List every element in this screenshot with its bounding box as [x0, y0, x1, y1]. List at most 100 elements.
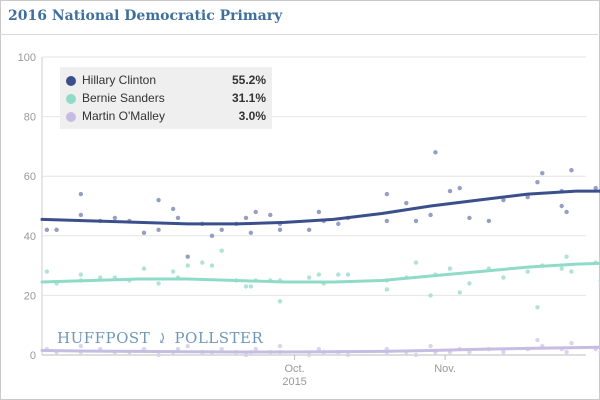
- poll-point: [219, 227, 224, 233]
- poll-point: [467, 215, 472, 221]
- poll-point: [248, 230, 254, 236]
- poll-point: [248, 284, 254, 289]
- poll-point: [467, 281, 472, 286]
- poll-point: [253, 209, 258, 215]
- poll-point: [433, 150, 438, 155]
- poll-point: [170, 269, 176, 274]
- poll-point: [78, 212, 84, 218]
- legend-value: 55.2%: [231, 73, 266, 87]
- poll-point: [404, 200, 409, 206]
- poll-point: [501, 349, 506, 355]
- poll-point: [175, 215, 181, 221]
- poll-point: [428, 212, 433, 218]
- poll-point: [277, 299, 283, 304]
- title-divider: [0, 34, 598, 35]
- poll-point: [44, 269, 50, 274]
- poll-point: [593, 185, 598, 191]
- legend-item-clinton[interactable]: Hillary Clinton 55.2%: [66, 73, 266, 89]
- poll-point: [243, 215, 249, 221]
- legend-label: Martin O'Malley: [82, 109, 165, 123]
- poll-point: [98, 275, 103, 280]
- logo-huffpost-text: HUFFPOST: [57, 329, 151, 347]
- poll-point: [501, 275, 506, 280]
- poll-point: [306, 227, 312, 233]
- poll-point: [540, 171, 545, 176]
- poll-point: [156, 227, 161, 233]
- poll-point: [141, 230, 147, 236]
- legend-value: 3.0%: [238, 109, 266, 123]
- x-tick-sublabel: 2015: [282, 376, 306, 388]
- poll-point: [170, 206, 176, 212]
- y-tick-label: 20: [24, 290, 36, 302]
- poll-point: [525, 269, 530, 274]
- poll-point: [316, 346, 322, 352]
- poll-point: [413, 218, 419, 224]
- legend-dot-icon: [66, 94, 76, 104]
- poll-point: [564, 254, 569, 259]
- legend-dot-icon: [66, 76, 76, 86]
- legend-label: Hillary Clinton: [82, 73, 157, 87]
- legend-dot-icon: [66, 112, 76, 122]
- poll-point: [525, 194, 530, 200]
- poll-point: [306, 275, 312, 280]
- legend-item-sanders[interactable]: Bernie Sanders 31.1%: [66, 91, 266, 107]
- y-tick-label: 0: [30, 350, 36, 362]
- poll-point: [185, 263, 190, 268]
- poll-point: [336, 272, 341, 277]
- poll-point: [501, 197, 506, 203]
- poll-point: [156, 352, 161, 358]
- poll-point: [200, 260, 205, 265]
- poll-point: [413, 352, 419, 358]
- poll-point: [535, 305, 540, 310]
- huffpost-pollster-logo: HUFFPOST ⤸ POLLSTER: [57, 329, 263, 347]
- poll-point: [78, 343, 84, 349]
- poll-point: [559, 266, 564, 271]
- poll-point: [447, 266, 453, 271]
- y-tick-label: 40: [24, 231, 36, 243]
- poll-point: [384, 287, 390, 292]
- trend-line: [40, 261, 600, 284]
- poll-point: [413, 260, 419, 265]
- poll-point: [316, 272, 322, 277]
- poll-point: [447, 188, 453, 194]
- y-tick-label: 60: [24, 171, 36, 183]
- legend-item-omalley[interactable]: Martin O'Malley 3.0%: [66, 109, 266, 125]
- poll-point: [209, 233, 215, 238]
- poll-point: [268, 212, 273, 218]
- poll-point: [156, 281, 161, 286]
- poll-point: [457, 290, 462, 295]
- poll-point: [243, 284, 249, 289]
- poll-point: [564, 349, 569, 355]
- poll-point: [384, 191, 390, 197]
- poll-point: [486, 218, 492, 224]
- poll-point: [219, 248, 224, 253]
- legend: Hillary Clinton 55.2% Bernie Sanders 31.…: [60, 67, 272, 129]
- y-tick-label: 80: [24, 112, 36, 124]
- x-tick-label: Oct.: [284, 363, 304, 375]
- poll-point: [316, 209, 322, 215]
- poll-point: [112, 215, 118, 221]
- poll-point: [559, 203, 564, 209]
- poll-point: [345, 272, 351, 277]
- trend-line: [40, 189, 600, 226]
- poll-point: [219, 346, 224, 352]
- poll-point: [277, 227, 283, 233]
- poll-point: [535, 179, 540, 185]
- poll-point: [564, 209, 569, 215]
- swoosh-icon: ⤸: [156, 331, 169, 347]
- poll-point: [253, 346, 258, 352]
- poll-point: [54, 227, 59, 233]
- poll-point: [384, 218, 390, 224]
- y-tick-label: 100: [18, 52, 36, 64]
- logo-pollster-text: POLLSTER: [174, 329, 264, 347]
- poll-point: [345, 352, 351, 358]
- trend-line: [40, 345, 600, 354]
- chart-title: 2016 National Democratic Primary: [8, 8, 283, 24]
- poll-point: [78, 191, 84, 197]
- poll-point: [209, 263, 215, 268]
- poll-point: [185, 254, 190, 259]
- poll-point: [141, 266, 147, 271]
- poll-point: [428, 293, 433, 298]
